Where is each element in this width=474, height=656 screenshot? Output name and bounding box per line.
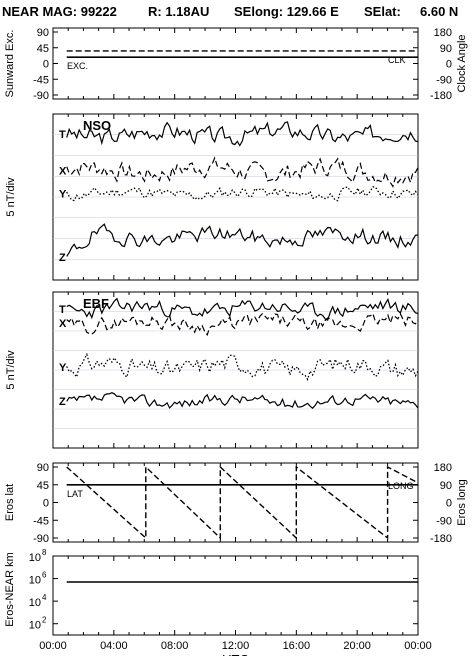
eros-right-tick-label: -180 — [430, 533, 452, 545]
eros-series-label: LONG — [388, 481, 414, 491]
angles-series-label: CLK — [388, 55, 406, 65]
nso-panel-label: NSO — [83, 118, 111, 133]
x-tick-label: 20:00 — [343, 640, 371, 652]
mission-title: NEAR MAG: 99222 — [2, 4, 117, 19]
angles-ylabel-right: Clock Angle — [456, 34, 468, 92]
x-tick-label: 16:00 — [283, 640, 311, 652]
eros-right-tick-label: 90 — [440, 480, 452, 492]
x-tick-label: 00:00 — [404, 640, 432, 652]
eros-series-label: LAT — [67, 489, 83, 499]
distance-tick-base: 10 — [29, 575, 41, 587]
angles-left-tick-label: -90 — [33, 90, 49, 102]
angles-ylabel-left: Sunward Exc. — [4, 30, 16, 98]
nso-series-y — [66, 186, 419, 202]
distance-tick-base: 10 — [29, 597, 41, 609]
eros-left-tick-label: 0 — [43, 498, 49, 510]
nso-series-label: T — [59, 129, 66, 141]
ebf-ylabel: 5 nT/div — [5, 350, 17, 390]
ebf-panel-label: EBF — [83, 296, 109, 311]
nso-series-label: Z — [59, 252, 66, 264]
eros-right-tick-label: -90 — [436, 515, 452, 527]
ebf-series-label: X — [59, 318, 67, 330]
distance-tick-base: 10 — [29, 552, 41, 564]
nso-series-label: Y — [59, 189, 67, 201]
angles-right-tick-label: 0 — [446, 59, 452, 71]
ebf-series-z — [66, 392, 419, 410]
nso-series-z — [66, 223, 419, 257]
nso-series-label: X — [59, 165, 67, 177]
angles-left-tick-label: -45 — [33, 74, 49, 86]
ebf-series-y — [66, 352, 419, 382]
x-tick-label: 08:00 — [161, 640, 189, 652]
range-label: R: 1.18AU — [148, 4, 210, 19]
angles-panel-frame — [52, 27, 419, 100]
x-tick-label: 04:00 — [100, 640, 128, 652]
distance-tick-exp: 2 — [42, 616, 47, 625]
ebf-series-t — [66, 297, 419, 322]
eros-panel-frame — [52, 462, 419, 543]
distance-tick-exp: 8 — [42, 548, 47, 557]
x-tick-label: 00:00 — [39, 640, 67, 652]
eros-ylabel-right: Eros long — [456, 479, 468, 525]
eros-ylabel-left: Eros lat — [4, 484, 16, 521]
eros-right-tick-label: 0 — [446, 498, 452, 510]
eros-left-tick-label: 45 — [37, 480, 49, 492]
selat-label: SElat: — [364, 4, 401, 19]
distance-panel-frame — [52, 555, 419, 636]
distance-tick-exp: 4 — [42, 593, 47, 602]
eros-left-tick-label: -45 — [33, 515, 49, 527]
eros-left-tick-label: 90 — [37, 462, 49, 474]
ebf-series-label: Z — [59, 396, 66, 408]
angles-right-tick-label: -90 — [436, 74, 452, 86]
angles-right-tick-label: 180 — [434, 27, 452, 39]
selat-value: 6.60 N — [420, 4, 459, 19]
x-axis-title: UTC — [222, 652, 249, 656]
nso-series-x — [66, 156, 419, 188]
angles-right-tick-label: 90 — [440, 43, 452, 55]
nso-series-t — [66, 121, 419, 147]
angles-series-label: EXC. — [67, 61, 88, 71]
eros-series-long — [66, 465, 419, 540]
x-tick-label: 12:00 — [222, 640, 250, 652]
plot-header: NEAR MAG: 99222 R: 1.18AU SElong: 129.66… — [0, 4, 474, 22]
distance-ylabel: Eros-NEAR km — [4, 552, 16, 627]
angles-right-tick-label: -180 — [430, 90, 452, 102]
distance-tick-base: 10 — [29, 620, 41, 632]
ebf-series-label: Y — [59, 362, 67, 374]
eros-right-tick-label: 180 — [434, 462, 452, 474]
distance-tick-exp: 6 — [42, 571, 47, 580]
nso-ylabel: 5 nT/div — [5, 177, 17, 217]
selong-label: SElong: 129.66 E — [234, 4, 339, 19]
eros-left-tick-label: -90 — [33, 533, 49, 545]
ebf-series-label: T — [59, 304, 66, 316]
angles-left-tick-label: 90 — [37, 27, 49, 39]
ebf-series-x — [66, 312, 419, 337]
angles-left-tick-label: 45 — [37, 43, 49, 55]
angles-left-tick-label: 0 — [43, 59, 49, 71]
